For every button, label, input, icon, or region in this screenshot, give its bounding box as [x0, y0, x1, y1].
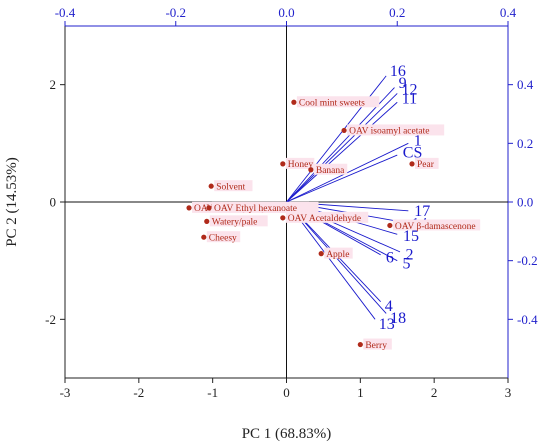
- top-tick-label: -0.2: [165, 5, 186, 20]
- top-tick-label: -0.4: [55, 5, 76, 20]
- loading-label: 16: [390, 63, 406, 80]
- score-point: [409, 161, 415, 167]
- loading-vector: [286, 154, 398, 203]
- loading-label: 9: [399, 75, 407, 92]
- score-point: [204, 218, 210, 224]
- score-point-group: Cheesy: [201, 231, 241, 244]
- score-point: [387, 222, 393, 229]
- right-tick-label: -0.2: [517, 253, 538, 268]
- score-point-group: Honey: [280, 157, 315, 170]
- x-tick-label: 3: [505, 385, 512, 400]
- score-label: OAV Ethyl hexanoate: [214, 204, 297, 214]
- score-label: Apple: [326, 250, 349, 260]
- score-label-bg: [296, 96, 380, 108]
- right-tick-label: 0.2: [517, 136, 533, 151]
- score-label: Cheesy: [209, 234, 237, 244]
- y-tick-label: 2: [50, 77, 57, 92]
- y-tick-label: 0: [50, 195, 57, 210]
- score-label: Solvent: [216, 182, 245, 192]
- loading-vector: [286, 75, 387, 203]
- score-label-bg: [214, 180, 253, 192]
- right-tick-label: -0.4: [517, 312, 538, 327]
- score-label-bg: [347, 124, 445, 136]
- score-label: Watery/pale: [212, 218, 258, 228]
- loading-label: 13: [379, 316, 395, 333]
- score-point: [308, 167, 314, 173]
- score-label: Banana: [316, 166, 345, 176]
- loading-vector: [286, 142, 409, 203]
- score-point-group: Apple: [318, 247, 353, 260]
- loading-label: 15: [403, 228, 419, 245]
- x-tick-label: -3: [60, 385, 71, 400]
- loading-label: 4: [385, 298, 393, 315]
- x-tick-label: 1: [357, 385, 364, 400]
- x-axis-label: PC 1 (68.83%): [242, 426, 332, 442]
- score-point-group: Solvent: [208, 180, 253, 192]
- x-tick-label: 0: [283, 385, 290, 400]
- ticks-layer: -3 -2 -1 0 1 2 3-202-0.4 -0.2 0.0 0.2 0.4-0.4-0.20…: [45, 5, 538, 400]
- scores-layer: Cool mint sweets OAV isoamyl acetate Honey…: [186, 96, 481, 351]
- loading-label: 12: [402, 81, 418, 98]
- score-point-group: Cool mint sweets: [291, 96, 380, 109]
- score-label-bg: [363, 338, 392, 350]
- score-point: [280, 215, 286, 221]
- top-tick-label: 0.4: [500, 5, 517, 20]
- score-label-bg: [209, 215, 268, 227]
- score-point-group: OAV β-damascenone: [387, 219, 481, 232]
- score-label-bg: [415, 157, 439, 169]
- score-point-group: Banana: [308, 163, 348, 176]
- loading-label: CS: [403, 145, 423, 162]
- x-tick-label: -2: [133, 385, 144, 400]
- score-point-group: Watery/pale: [204, 215, 268, 228]
- score-point: [186, 205, 192, 211]
- score-label: Cool mint sweets: [299, 99, 365, 109]
- score-point: [357, 341, 363, 348]
- loading-vector: [286, 93, 398, 203]
- score-label: Berry: [365, 341, 387, 351]
- score-point: [341, 127, 347, 134]
- score-point: [201, 234, 207, 240]
- score-label: Honey: [288, 160, 314, 170]
- score-point-group: Berry: [357, 338, 392, 351]
- loading-label: 18: [390, 310, 406, 327]
- x-tick-label: -1: [207, 385, 218, 400]
- score-point-group: Pear: [409, 157, 439, 170]
- loading-label: 5: [403, 255, 411, 272]
- score-label: OAV Acetaldehyde: [288, 214, 361, 224]
- score-label: OAV β-damascenone: [395, 222, 476, 232]
- score-point: [318, 251, 324, 257]
- score-point: [206, 205, 212, 211]
- loading-label: 6: [386, 250, 394, 267]
- score-point-group: OAV isoamyl acetate: [341, 124, 445, 137]
- score-label-bg: [313, 163, 348, 175]
- y-tick-label: -2: [45, 312, 56, 327]
- score-point: [208, 183, 214, 189]
- score-point: [280, 161, 286, 167]
- score-label-bg: [211, 201, 310, 213]
- x-tick-label: 2: [431, 385, 438, 400]
- loading-label: 17: [414, 203, 430, 220]
- score-label-bg: [285, 157, 315, 169]
- top-tick-label: 0.2: [389, 5, 405, 20]
- right-tick-label: 0.0: [517, 195, 533, 210]
- right-tick-label: 0.4: [517, 77, 534, 92]
- score-point-group: OAV Ethyl hexanoate: [206, 201, 310, 214]
- score-point: [291, 99, 297, 105]
- score-label-bg: [206, 231, 241, 243]
- loading-label: 2: [406, 246, 414, 263]
- score-label-bg: [285, 211, 369, 223]
- score-label-bg: [324, 247, 353, 259]
- y-axis-label: PC 2 (14.53%): [4, 157, 20, 247]
- top-tick-label: 0.0: [278, 5, 294, 20]
- loading-label: 1: [414, 133, 422, 150]
- loading-vector: [286, 101, 398, 203]
- score-label: OAV isoamyl acetate: [349, 127, 429, 137]
- loading-label: 11: [402, 90, 417, 107]
- score-label: Pear: [417, 160, 435, 170]
- score-label-bg: [392, 219, 481, 231]
- score-point-group: OAV Acetaldehyde: [280, 211, 369, 224]
